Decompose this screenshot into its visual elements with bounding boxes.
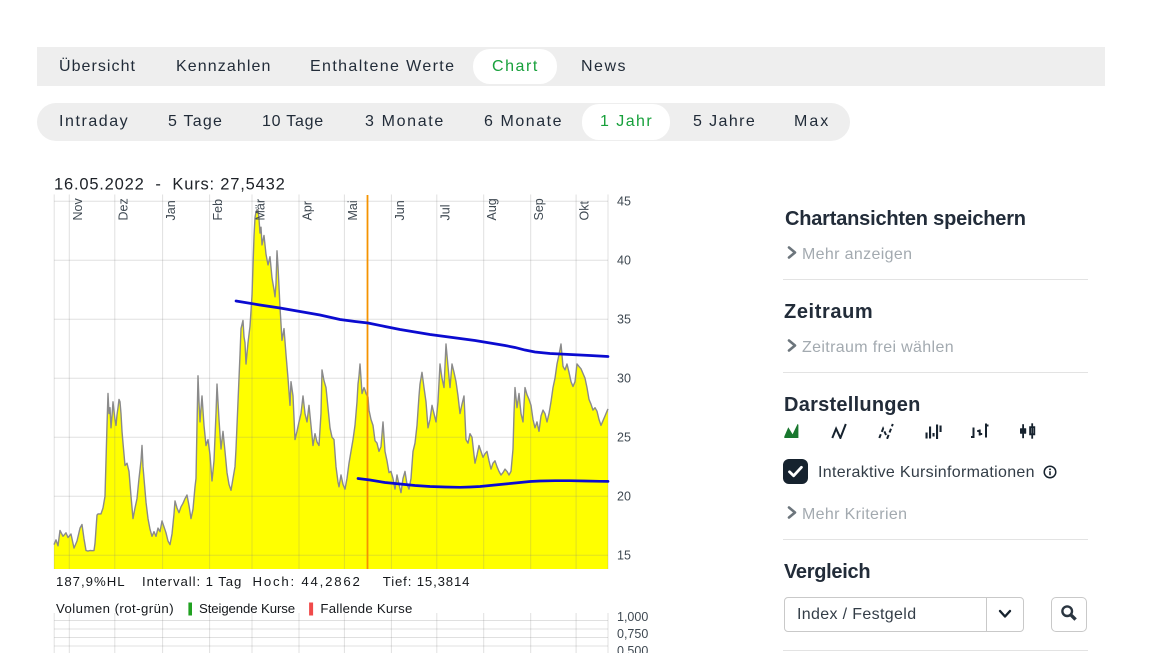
svg-text:Fallende Kurse: Fallende Kurse: [320, 601, 412, 616]
svg-text:30: 30: [617, 372, 631, 386]
svg-text:40: 40: [617, 254, 631, 268]
svg-text:Steigende Kurse: Steigende Kurse: [199, 601, 295, 616]
svg-text:Mai: Mai: [346, 200, 360, 220]
svg-text:Apr: Apr: [301, 201, 315, 220]
svg-text:Hoch: 44,2862: Hoch: 44,2862: [253, 574, 362, 589]
svg-text:Jul: Jul: [438, 205, 452, 221]
svg-text:Jun: Jun: [393, 200, 407, 220]
svg-text:Jan: Jan: [164, 200, 178, 220]
svg-text:Volumen (rot-grün): Volumen (rot-grün): [56, 601, 174, 616]
svg-text:25: 25: [617, 431, 631, 445]
svg-text:16.05.2022 - Kurs: 27,5432: 16.05.2022 - Kurs: 27,5432: [54, 176, 286, 194]
svg-text:Tief: 15,3814: Tief: 15,3814: [383, 574, 471, 589]
svg-text:1,000: 1,000: [617, 610, 648, 624]
svg-text:187,9%HL: 187,9%HL: [56, 574, 126, 589]
svg-text:45: 45: [617, 195, 631, 209]
svg-text:Feb: Feb: [211, 199, 225, 221]
svg-text:Intervall: 1 Tag: Intervall: 1 Tag: [142, 574, 242, 589]
svg-text:0,750: 0,750: [617, 627, 648, 641]
svg-text:Mär: Mär: [254, 199, 268, 221]
svg-text:20: 20: [617, 490, 631, 504]
svg-text:Aug: Aug: [485, 198, 499, 220]
svg-text:Nov: Nov: [71, 198, 85, 221]
svg-text:35: 35: [617, 313, 631, 327]
svg-text:Sep: Sep: [532, 198, 546, 220]
svg-text:0,500: 0,500: [617, 644, 648, 653]
svg-text:15: 15: [617, 549, 631, 563]
svg-text:Okt: Okt: [578, 201, 592, 221]
svg-text:Dez: Dez: [116, 198, 130, 220]
